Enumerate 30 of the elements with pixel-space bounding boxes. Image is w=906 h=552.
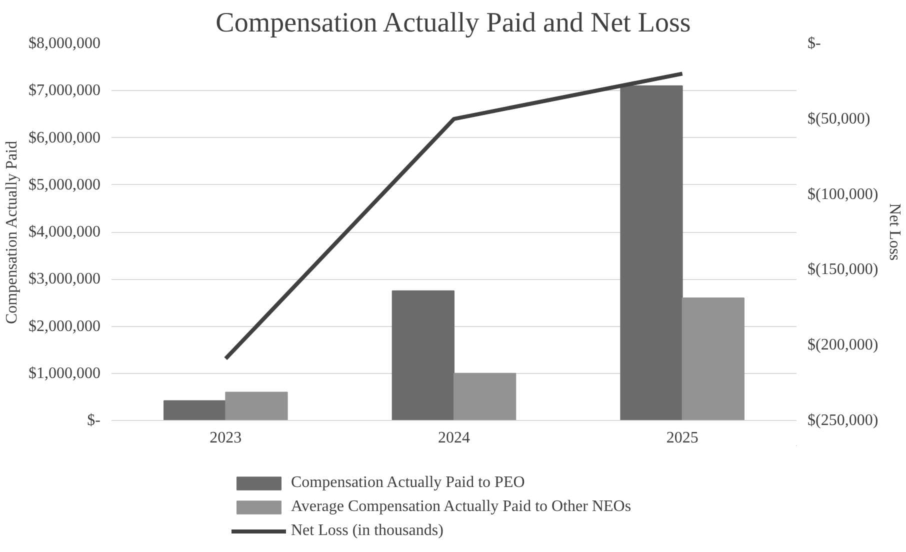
bar — [392, 290, 454, 420]
y2-tick-label: $(250,000) — [808, 412, 878, 429]
y-tick-label: $2,000,000 — [28, 318, 100, 335]
y-tick-label: $3,000,000 — [28, 270, 100, 288]
bar — [682, 297, 744, 420]
y-tick-label: $7,000,000 — [28, 82, 100, 100]
y-tick-label: $8,000,000 — [28, 35, 100, 52]
y-axis-title: Compensation Actually Paid — [4, 140, 20, 324]
bar — [164, 400, 226, 420]
bar — [620, 85, 683, 420]
y-tick-label: $5,000,000 — [28, 176, 100, 194]
chart-title: Compensation Actually Paid and Net Loss — [216, 8, 691, 38]
y-tick-label: $6,000,000 — [28, 129, 100, 146]
legend-label: Compensation Actually Paid to PEO — [291, 474, 525, 492]
y2-axis-title: Net Loss — [886, 203, 904, 261]
y-tick-label: $- — [87, 412, 100, 429]
y-tick-label: $4,000,000 — [28, 224, 100, 240]
y2-tick-label: $(150,000) — [808, 261, 878, 278]
y2-tick-label: $(50,000) — [808, 110, 870, 128]
bar — [454, 372, 516, 420]
bar — [225, 392, 288, 420]
x-tick-label: 2025 — [666, 430, 698, 446]
legend-label: Average Compensation Actually Paid to Other NEOs — [291, 498, 632, 516]
y-tick-label: $1,000,000 — [28, 364, 100, 382]
y2-tick-label: $- — [808, 35, 821, 52]
x-tick-label: 2023 — [210, 430, 242, 446]
y2-tick-label: $(100,000) — [808, 186, 878, 203]
y2-tick-label: $(200,000) — [808, 336, 878, 354]
legend-label: Net Loss (in thousands) — [291, 522, 444, 540]
x-tick-label: 2024 — [438, 430, 470, 446]
